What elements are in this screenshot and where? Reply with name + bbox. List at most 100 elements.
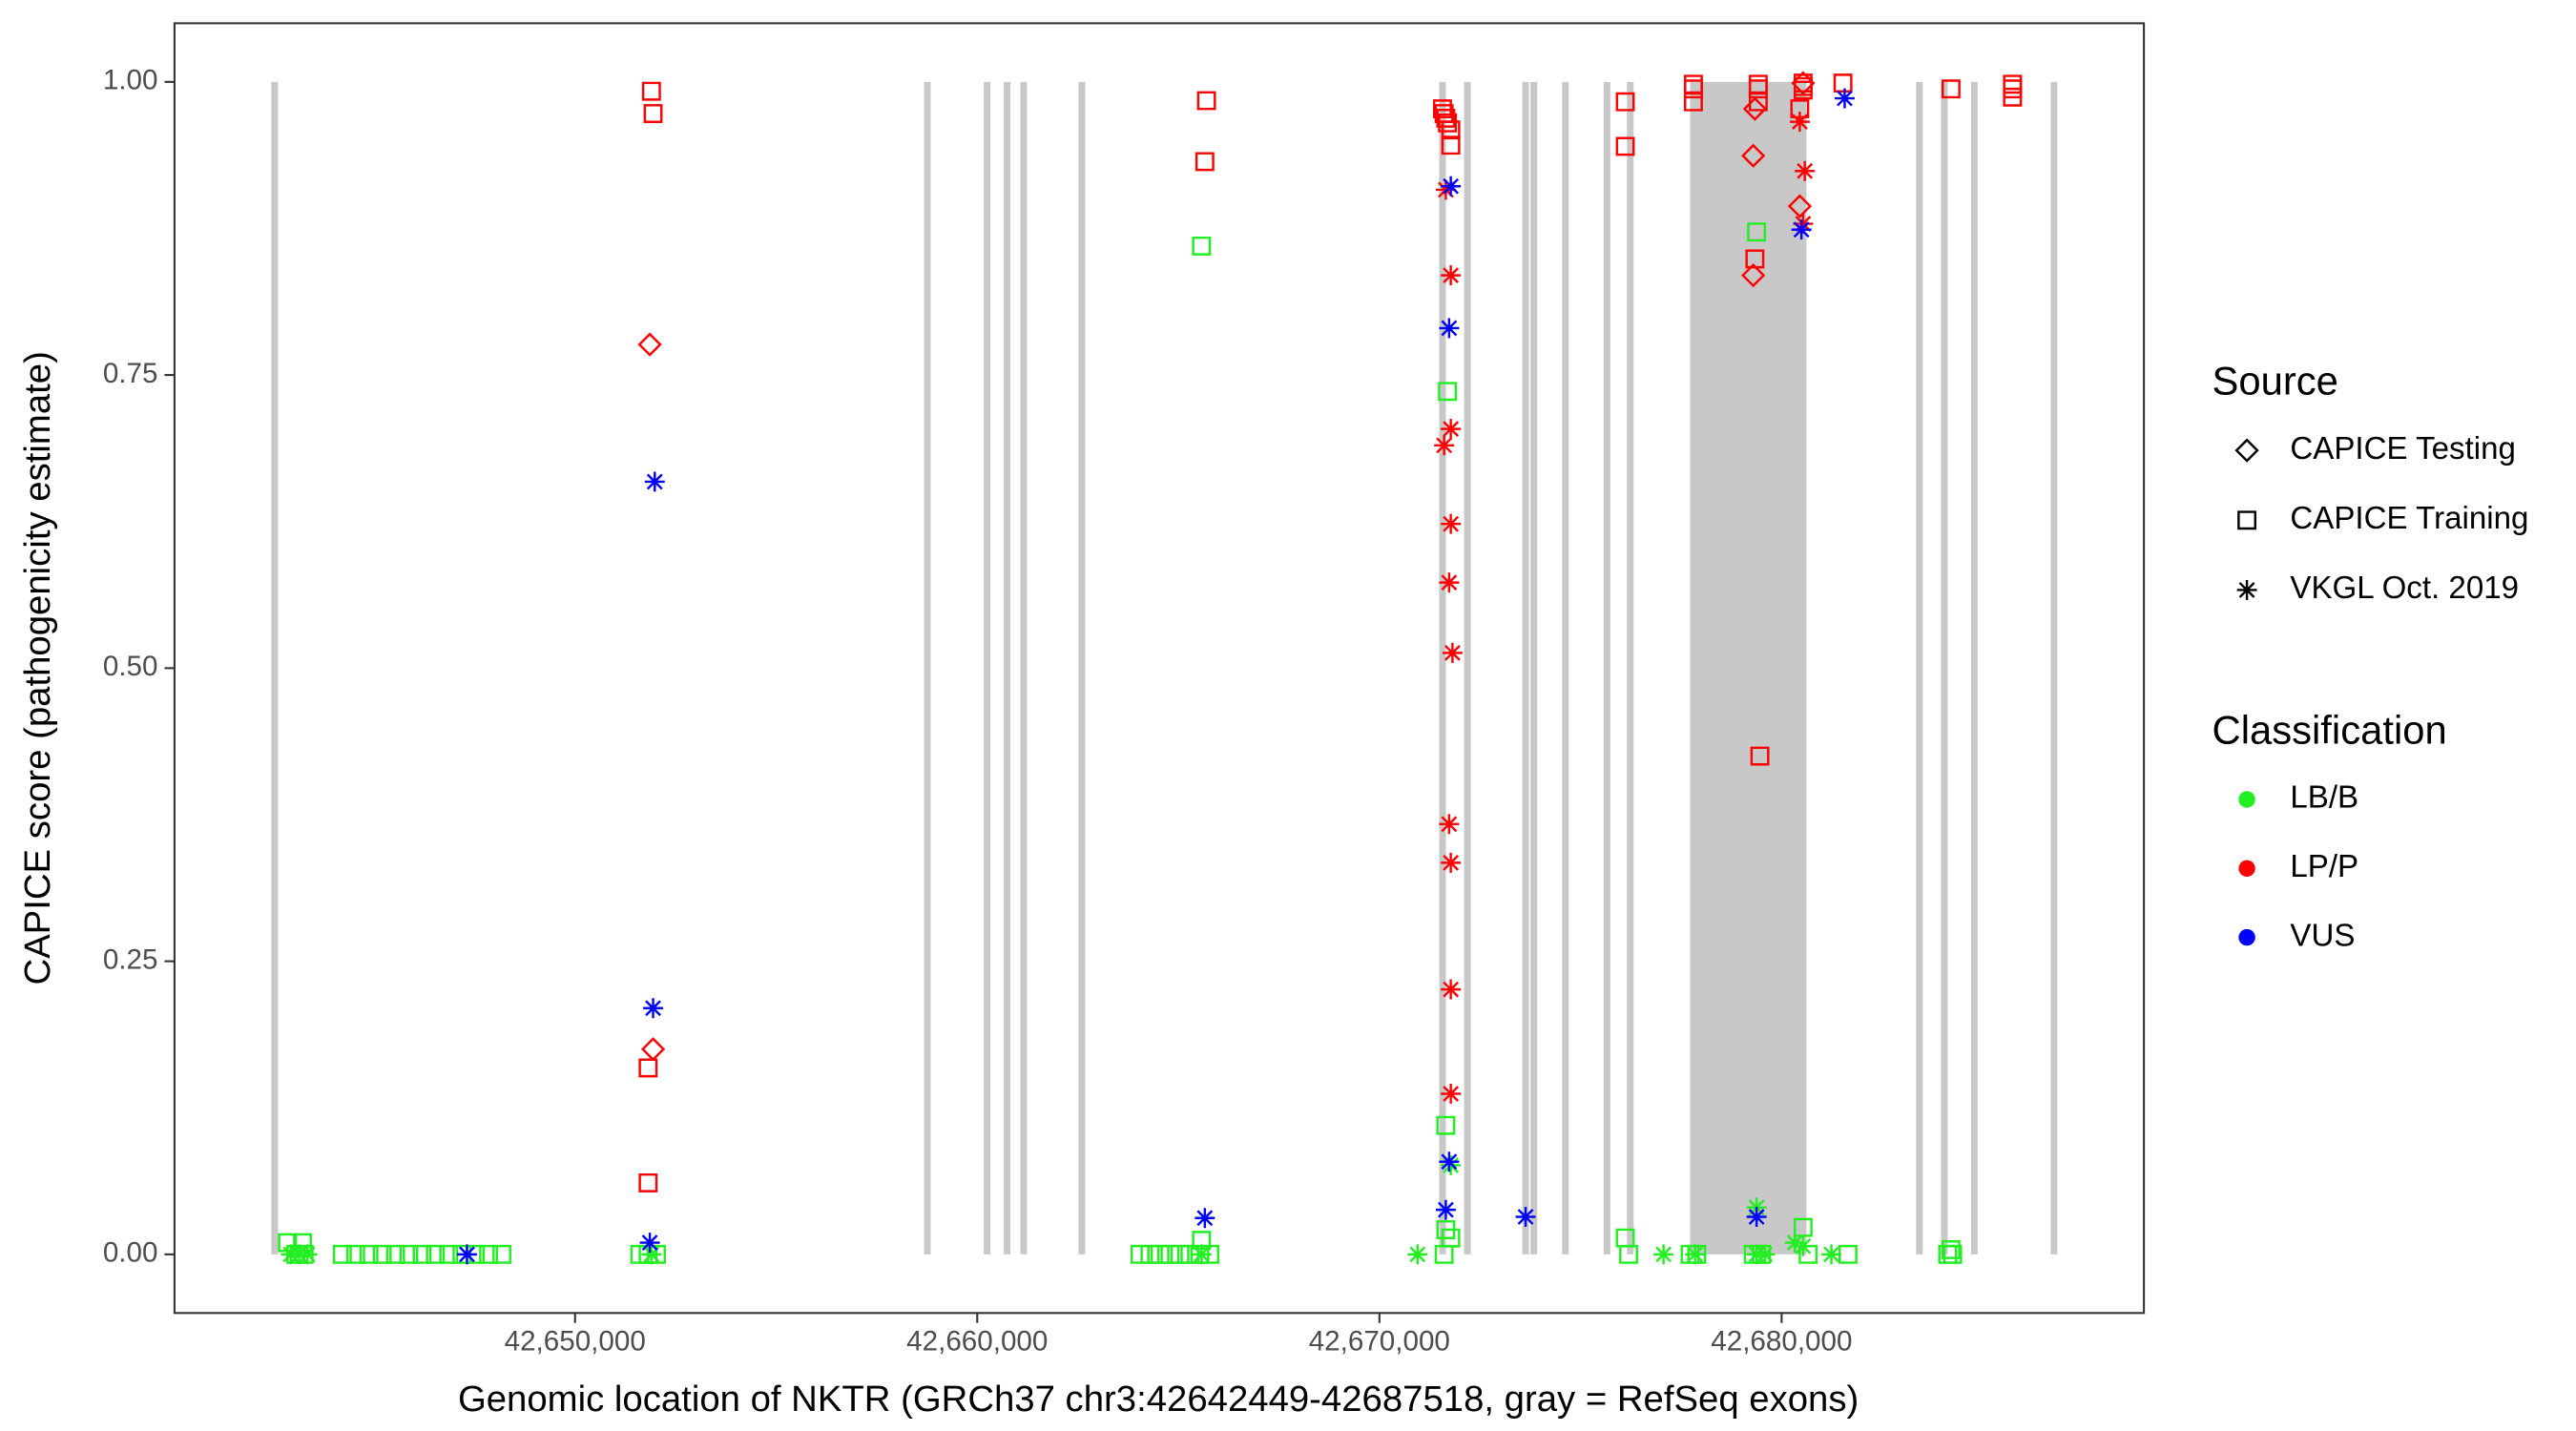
data-point xyxy=(1192,236,1212,256)
y-tick-label: 0.50 xyxy=(103,651,158,682)
data-point xyxy=(1441,176,1462,197)
data-point xyxy=(1838,1244,1858,1264)
exon xyxy=(1627,81,1634,1255)
data-point xyxy=(1746,1207,1767,1227)
y-tick-label: 0.75 xyxy=(103,358,158,389)
data-point xyxy=(1685,1244,1706,1265)
data-point xyxy=(1407,1244,1428,1265)
legend-title: Source xyxy=(2212,358,2338,403)
exon xyxy=(2050,81,2058,1255)
data-point xyxy=(641,1244,662,1265)
exon xyxy=(1562,81,1569,1255)
y-axis-title: CAPICE score (pathogenicity estimate) xyxy=(17,351,58,985)
data-point xyxy=(1191,1244,1212,1265)
data-point xyxy=(1435,1199,1456,1220)
x-tick-label: 42,670,000 xyxy=(1309,1325,1450,1357)
exon xyxy=(1439,81,1446,1255)
data-point xyxy=(638,1172,658,1192)
exon xyxy=(924,81,931,1255)
data-point xyxy=(1615,136,1635,156)
data-point xyxy=(1741,263,1766,288)
data-point xyxy=(1755,1244,1776,1265)
data-point xyxy=(1835,88,1855,109)
data-point xyxy=(1441,852,1462,873)
data-point xyxy=(1741,143,1766,168)
data-point xyxy=(492,1244,511,1264)
data-point xyxy=(1793,1235,1814,1256)
x-tick-label: 42,680,000 xyxy=(1711,1325,1852,1357)
exon xyxy=(271,81,279,1255)
legend-label: LP/P xyxy=(2290,849,2358,884)
data-point xyxy=(643,104,663,123)
exon xyxy=(1690,81,1807,1255)
exon xyxy=(1004,81,1011,1255)
data-point xyxy=(1791,219,1812,240)
legend-symbol xyxy=(2238,928,2255,946)
data-point xyxy=(1441,979,1462,1000)
legend-label: VUS xyxy=(2290,918,2355,953)
data-point xyxy=(1439,318,1460,339)
data-point xyxy=(1441,265,1462,286)
data-point xyxy=(1515,1207,1536,1227)
data-point xyxy=(297,1244,318,1265)
legend-symbol xyxy=(2234,438,2259,463)
data-point xyxy=(1441,135,1461,156)
data-point xyxy=(639,1233,660,1254)
data-point xyxy=(643,998,663,1019)
legend-label: CAPICE Testing xyxy=(2290,431,2516,467)
data-point xyxy=(1791,71,1816,95)
data-point xyxy=(1436,109,1456,128)
data-point xyxy=(1821,1244,1841,1265)
data-point xyxy=(1745,249,1765,269)
data-point xyxy=(1441,1084,1462,1104)
data-point xyxy=(640,1037,666,1062)
data-point xyxy=(1438,113,1458,133)
data-point xyxy=(1434,435,1455,456)
data-point xyxy=(1747,222,1767,242)
data-point xyxy=(1793,1217,1813,1237)
data-point xyxy=(1436,1220,1456,1239)
x-tick-label: 42,650,000 xyxy=(505,1325,646,1357)
data-point xyxy=(1619,1244,1638,1264)
data-point xyxy=(1790,99,1810,119)
data-point xyxy=(637,332,662,357)
legend-symbol xyxy=(2236,580,2257,600)
data-point xyxy=(1441,513,1462,534)
x-axis-title: Genomic location of NKTR (GRCh37 chr3:42… xyxy=(458,1379,1859,1420)
data-point xyxy=(1941,1240,1961,1259)
data-point xyxy=(2003,87,2023,107)
data-point xyxy=(1653,1244,1674,1265)
legend-symbol xyxy=(2238,860,2255,877)
data-point xyxy=(1439,814,1460,835)
data-point xyxy=(1442,642,1463,663)
legend-label: CAPICE Training xyxy=(2290,501,2528,536)
exon xyxy=(1464,81,1471,1255)
exon xyxy=(1020,81,1028,1255)
data-point xyxy=(641,81,661,101)
exon xyxy=(1522,81,1529,1255)
data-point xyxy=(1793,214,1814,235)
exon xyxy=(1078,81,1086,1255)
exon xyxy=(1916,81,1923,1255)
data-point xyxy=(1195,1208,1215,1229)
legend-title: Classification xyxy=(2212,707,2447,752)
data-point xyxy=(1787,194,1813,218)
y-tick-label: 0.25 xyxy=(103,944,158,975)
data-point xyxy=(1439,1151,1460,1172)
exon xyxy=(1970,81,1978,1255)
data-point xyxy=(1789,112,1810,133)
legend-symbol xyxy=(2237,510,2257,530)
exon xyxy=(984,81,991,1255)
exon xyxy=(1603,81,1610,1255)
data-point xyxy=(1432,99,1452,119)
y-tick-label: 0.00 xyxy=(103,1237,158,1269)
data-point xyxy=(1439,572,1460,593)
data-point xyxy=(1438,382,1458,402)
data-point xyxy=(1615,92,1635,112)
data-point xyxy=(644,471,665,492)
exon xyxy=(1941,81,1948,1255)
data-point xyxy=(1196,91,1216,111)
data-point xyxy=(1784,1233,1805,1254)
